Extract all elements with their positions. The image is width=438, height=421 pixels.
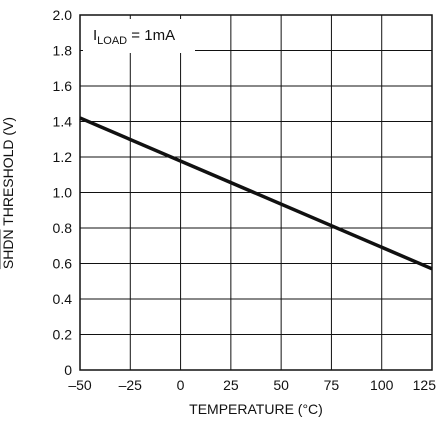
annotation-text: ILOAD = 1mA <box>93 27 175 47</box>
x-axis-title: TEMPERATURE (°C) <box>189 401 323 417</box>
x-tick-labels: –50 –25 0 25 50 75 100 125 <box>68 377 436 393</box>
annotation-box <box>83 19 195 53</box>
y-tick-label: 0.8 <box>53 220 73 236</box>
x-tick-label: –25 <box>119 377 143 393</box>
x-tick-label: 125 <box>413 377 437 393</box>
y-tick-label: 1.2 <box>53 149 73 165</box>
x-tick-label: 25 <box>223 377 239 393</box>
y-tick-labels: 0 0.2 0.4 0.6 0.8 1.0 1.2 1.4 1.6 1.8 2.0 <box>53 7 73 378</box>
y-tick-label: 2.0 <box>53 7 73 23</box>
x-tick-label: 100 <box>370 377 394 393</box>
y-tick-label: 0.4 <box>53 291 73 307</box>
y-axis-title-rest: THRESHOLD (V) <box>0 117 16 230</box>
annotation-main: I <box>93 27 97 44</box>
y-tick-label: 0.2 <box>53 327 73 343</box>
annotation-rest: = 1mA <box>127 27 175 44</box>
y-tick-label: 0.6 <box>53 256 73 272</box>
y-tick-label: 1.6 <box>53 78 73 94</box>
y-tick-label: 1.4 <box>53 114 73 130</box>
y-axis-title-overlined: SHDN <box>0 229 16 269</box>
y-tick-label: 0 <box>64 362 72 378</box>
x-tick-label: 0 <box>177 377 185 393</box>
plot-frame <box>79 14 433 371</box>
y-tick-label: 1.8 <box>53 43 73 59</box>
series-line-0 <box>79 116 433 271</box>
y-axis-title: SHDN THRESHOLD (V) <box>0 117 16 269</box>
annotation-sub: LOAD <box>97 35 127 47</box>
x-tick-label: 50 <box>273 377 289 393</box>
x-tick-label: 75 <box>324 377 340 393</box>
series-layer <box>79 116 433 271</box>
x-tick-label: –50 <box>68 377 92 393</box>
y-tick-label: 1.0 <box>53 185 73 201</box>
